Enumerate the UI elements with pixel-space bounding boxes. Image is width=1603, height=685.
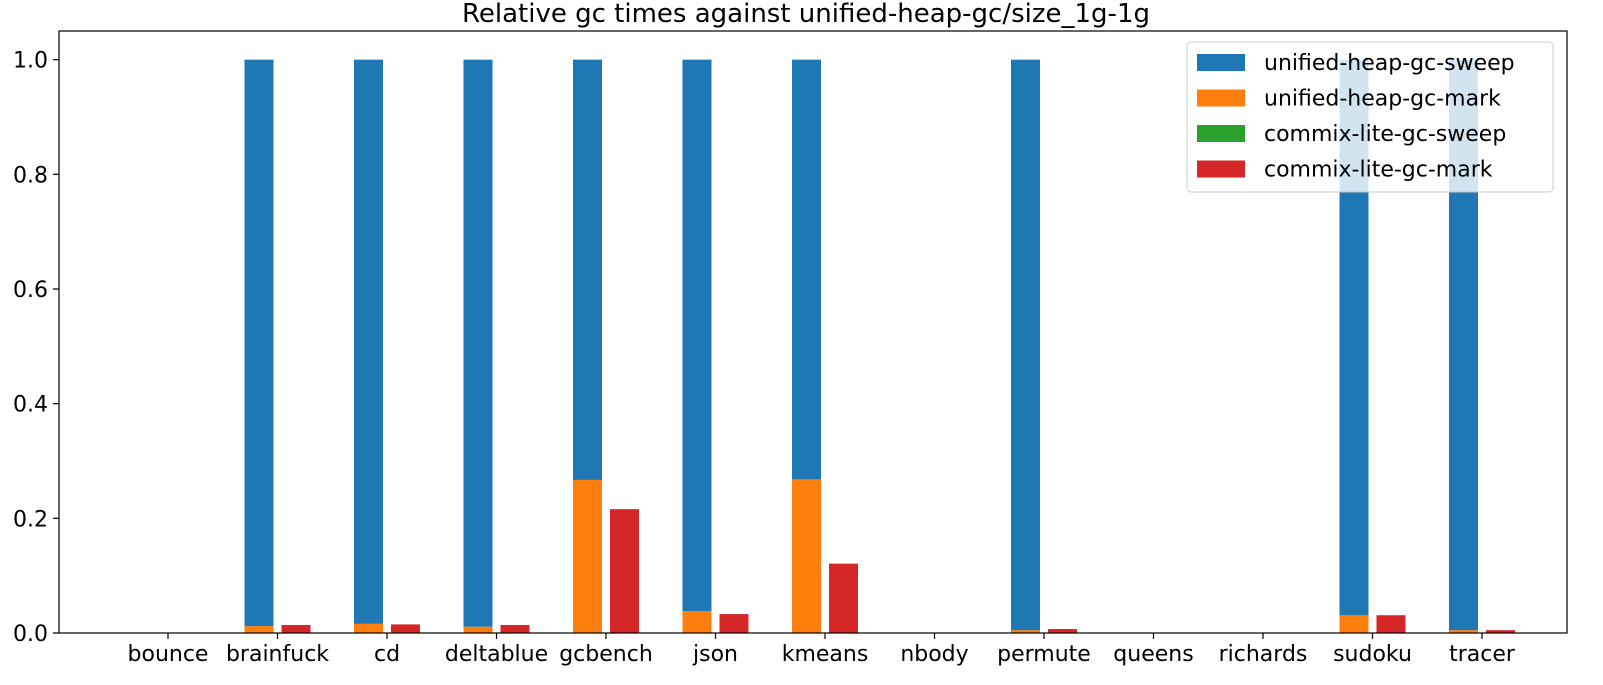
- y-tick-label: 1.0: [13, 49, 48, 74]
- bar-gcbench-commix-lite-gc-mark: [610, 509, 639, 633]
- legend-label: unified-heap-gc-sweep: [1264, 51, 1515, 76]
- chart-title: Relative gc times against unified-heap-g…: [462, 0, 1150, 29]
- bar-tracer-commix-lite-gc-mark: [1486, 630, 1515, 633]
- bar-permute-unified-heap-gc-mark: [1011, 630, 1040, 633]
- y-tick-label: 0.4: [13, 393, 48, 418]
- x-tick-label: kmeans: [782, 642, 869, 667]
- bar-gcbench-unified-heap-gc-sweep: [573, 59, 602, 480]
- x-tick-label: brainfuck: [226, 642, 329, 667]
- x-tick-label: sudoku: [1333, 642, 1412, 667]
- bar-json-unified-heap-gc-sweep: [682, 59, 712, 612]
- y-tick-label: 0.6: [13, 278, 48, 303]
- bar-brainfuck-commix-lite-gc-mark: [281, 624, 311, 633]
- legend-swatch: [1197, 125, 1245, 142]
- legend: unified-heap-gc-sweep unified-heap-gc-mar…: [1186, 41, 1554, 193]
- bar-brainfuck-unified-heap-gc-sweep: [244, 59, 274, 627]
- bar-gcbench-unified-heap-gc-mark: [573, 479, 602, 633]
- plot-frame: [58, 30, 1568, 634]
- bar-cd-commix-lite-gc-mark: [391, 624, 420, 633]
- x-axis: bounce brainfuck cd deltablue gcbench json kme…: [128, 633, 1516, 667]
- bar-deltablue-unified-heap-gc-sweep: [463, 59, 493, 627]
- y-tick-label: 0.2: [13, 507, 48, 532]
- y-axis: 0.0 0.2 0.4 0.6 0.8 1.0: [13, 49, 59, 647]
- x-tick-label: deltablue: [445, 642, 548, 667]
- legend-swatch: [1197, 160, 1245, 178]
- legend-swatch: [1197, 89, 1245, 107]
- x-tick-label: cd: [374, 642, 400, 667]
- bar-deltablue-commix-lite-gc-mark: [500, 624, 530, 633]
- legend-label: commix-lite-gc-mark: [1264, 158, 1493, 183]
- bar-brainfuck-unified-heap-gc-mark: [244, 626, 274, 633]
- bar-cd-unified-heap-gc-mark: [354, 623, 383, 633]
- x-tick-label: bounce: [128, 642, 209, 667]
- bar-json-commix-lite-gc-mark: [719, 614, 749, 633]
- bar-permute-commix-lite-gc-mark: [1048, 628, 1077, 633]
- y-tick-label: 0.8: [13, 163, 48, 188]
- bar-json-unified-heap-gc-mark: [682, 611, 712, 633]
- bar-kmeans-unified-heap-gc-sweep: [792, 59, 821, 480]
- x-tick-label: gcbench: [559, 642, 653, 667]
- x-tick-label: json: [692, 642, 738, 667]
- x-tick-label: permute: [997, 642, 1091, 667]
- bar-sudoku-commix-lite-gc-mark: [1376, 615, 1406, 633]
- bar-cd-unified-heap-gc-sweep: [354, 59, 383, 624]
- x-tick-label: nbody: [900, 642, 968, 667]
- legend-label: commix-lite-gc-sweep: [1264, 122, 1506, 147]
- bar-permute-unified-heap-gc-sweep: [1011, 59, 1040, 631]
- legend-swatch: [1197, 54, 1245, 71]
- y-tick-label: 0.0: [13, 622, 48, 647]
- x-tick-label: tracer: [1449, 642, 1516, 667]
- legend-box: [1186, 41, 1554, 193]
- bar-tracer-unified-heap-gc-mark: [1449, 630, 1478, 633]
- bar-deltablue-unified-heap-gc-mark: [463, 626, 493, 633]
- legend-label: unified-heap-gc-mark: [1264, 87, 1501, 112]
- bar-kmeans-commix-lite-gc-mark: [829, 563, 858, 633]
- x-tick-label: queens: [1113, 642, 1193, 667]
- bar-kmeans-unified-heap-gc-mark: [792, 479, 821, 633]
- x-tick-label: richards: [1219, 642, 1308, 667]
- bar-sudoku-unified-heap-gc-mark: [1339, 615, 1369, 633]
